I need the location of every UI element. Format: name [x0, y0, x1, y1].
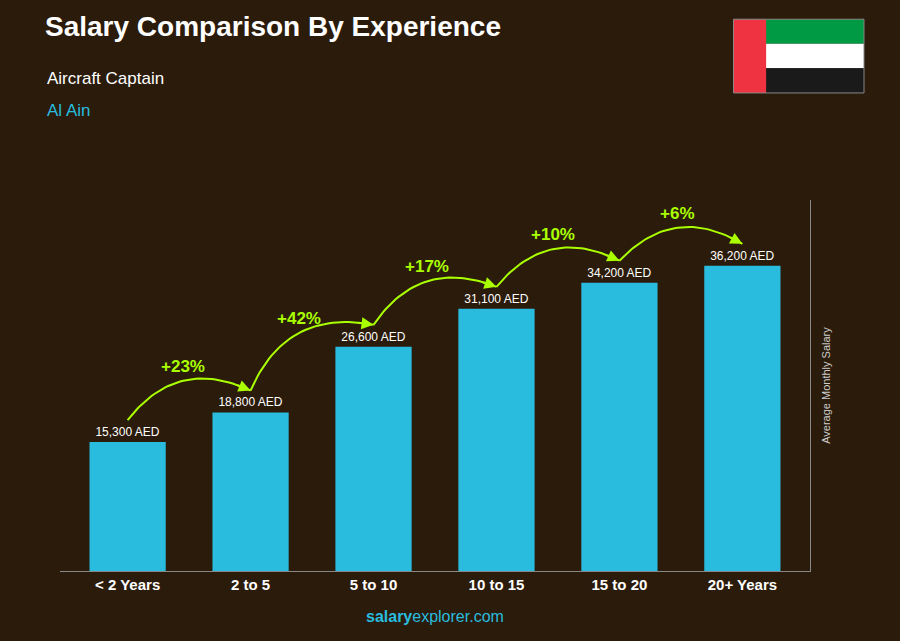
svg-text:Average Monthly Salary: Average Monthly Salary [820, 327, 832, 444]
svg-text:2 to 5: 2 to 5 [231, 576, 270, 593]
svg-text:Salary Comparison By Experienc: Salary Comparison By Experience [45, 11, 501, 42]
svg-text:+23%: +23% [161, 357, 205, 376]
svg-text:15 to 20: 15 to 20 [591, 576, 647, 593]
svg-text:salaryexplorer.com: salaryexplorer.com [366, 608, 504, 625]
svg-text:+6%: +6% [660, 204, 695, 223]
svg-text:10 to 15: 10 to 15 [469, 576, 525, 593]
svg-text:34,200 AED: 34,200 AED [587, 266, 651, 280]
svg-text:Al Ain: Al Ain [47, 101, 90, 120]
svg-text:18,800 AED: 18,800 AED [218, 395, 282, 409]
svg-text:26,600 AED: 26,600 AED [341, 330, 405, 344]
svg-text:31,100 AED: 31,100 AED [464, 292, 528, 306]
svg-text:20+ Years: 20+ Years [708, 576, 777, 593]
svg-text:15,300 AED: 15,300 AED [95, 425, 159, 439]
svg-text:+42%: +42% [277, 309, 321, 328]
svg-text:5 to 10: 5 to 10 [350, 576, 398, 593]
svg-text:+17%: +17% [405, 257, 449, 276]
svg-text:36,200 AED: 36,200 AED [710, 249, 774, 263]
svg-text:< 2 Years: < 2 Years [95, 576, 160, 593]
svg-text:+10%: +10% [531, 225, 575, 244]
svg-text:Aircraft Captain: Aircraft Captain [47, 69, 164, 88]
